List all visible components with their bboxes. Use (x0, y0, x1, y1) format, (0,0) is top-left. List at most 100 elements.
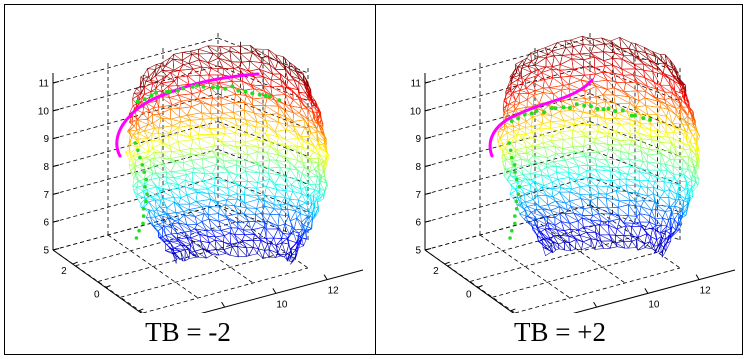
green-point (620, 108, 625, 113)
mesh-cell (591, 79, 608, 90)
caption-left: TB = -2 (145, 317, 231, 347)
green-point (641, 116, 646, 121)
green-point (629, 113, 634, 118)
mesh-cell (627, 150, 644, 163)
green-point (606, 106, 611, 111)
mesh-cell (499, 132, 509, 145)
x-axis (200, 269, 364, 313)
green-point (516, 116, 521, 121)
mesh-cell (190, 228, 200, 239)
mesh-cell (173, 201, 184, 214)
mesh-cell (290, 75, 301, 83)
mesh-cell (233, 102, 245, 113)
mesh-cell (656, 141, 672, 152)
mesh-cell (628, 96, 640, 108)
mesh-cell (549, 125, 565, 137)
green-point (257, 92, 262, 97)
green-point (514, 206, 519, 211)
mesh-cell (166, 242, 174, 251)
figure-frame (4, 4, 743, 355)
mesh-cell (502, 93, 513, 110)
green-point (194, 83, 199, 88)
z-tick-label: 9 (43, 134, 49, 145)
mesh-cell (530, 123, 544, 133)
grid-line (52, 65, 219, 112)
magenta-curve (115, 72, 260, 158)
mesh-cell (178, 106, 192, 118)
mesh-cell (189, 250, 200, 258)
green-point (601, 107, 606, 112)
mesh-cell (635, 192, 649, 202)
mesh-cell (638, 213, 651, 223)
axes-grid (52, 30, 309, 313)
mesh-cell (642, 69, 655, 83)
green-point (133, 141, 137, 145)
green-point (514, 177, 519, 182)
mesh-cell (558, 191, 571, 204)
z-tick-mark (424, 220, 432, 223)
mesh-cell (270, 237, 283, 246)
green-point (236, 88, 241, 93)
y-tick-mark (105, 285, 111, 288)
mesh-cell (681, 159, 689, 170)
mesh-cell (274, 129, 287, 141)
mesh-cell (301, 153, 312, 163)
y-tick-label: 0 (466, 290, 472, 301)
mesh-cell (681, 168, 689, 176)
z-tick-label: 9 (415, 134, 421, 145)
green-point (561, 105, 566, 110)
mesh-cell (572, 117, 588, 125)
mesh-cell (273, 228, 283, 239)
mesh-cell (265, 228, 279, 239)
grid-line (142, 267, 309, 313)
green-point (522, 112, 527, 117)
z-tick-label: 6 (415, 218, 421, 229)
z-tick-mark (424, 248, 432, 251)
mesh-cell (673, 131, 684, 145)
green-point (181, 86, 186, 91)
axes-grid (424, 30, 681, 313)
mesh-cell (170, 161, 185, 173)
green-point (164, 89, 169, 94)
green-point (142, 97, 147, 102)
mesh-cell (234, 227, 245, 235)
green-point (201, 84, 206, 89)
mesh-cell (533, 87, 544, 96)
mesh-cell (614, 240, 625, 249)
mesh-cell (656, 197, 670, 207)
green-point (145, 192, 149, 196)
green-point (509, 119, 514, 124)
mesh-cell (270, 73, 281, 81)
grid-line (492, 251, 658, 298)
mesh-cell (543, 146, 557, 158)
mesh-cell (202, 150, 217, 160)
mesh-cell (550, 68, 562, 79)
mesh-cell (194, 221, 207, 232)
grid-line (217, 176, 309, 213)
grid-line (479, 234, 571, 299)
mesh-cell (676, 184, 686, 196)
grid-line (589, 121, 681, 157)
mesh-cell (656, 169, 668, 179)
grid-line (447, 220, 613, 267)
mesh-cell (228, 50, 243, 63)
green-point (613, 109, 618, 114)
mesh-cell (258, 239, 269, 252)
mesh-cell (262, 249, 270, 259)
grid-line (534, 219, 626, 284)
green-point (277, 98, 282, 103)
green-point (529, 111, 534, 116)
mesh-cell (179, 148, 192, 157)
green-point (167, 89, 172, 94)
mesh-cell (188, 206, 205, 217)
mesh-cell (211, 150, 224, 162)
green-point (513, 170, 517, 175)
grid-line (424, 148, 591, 195)
mesh-cell (621, 68, 637, 76)
mesh-cell (538, 128, 554, 138)
mesh-cell (612, 57, 623, 70)
green-point (508, 236, 512, 240)
mesh-cell (549, 228, 560, 236)
z-tick-mark (52, 248, 60, 251)
mesh-cell (623, 81, 638, 92)
